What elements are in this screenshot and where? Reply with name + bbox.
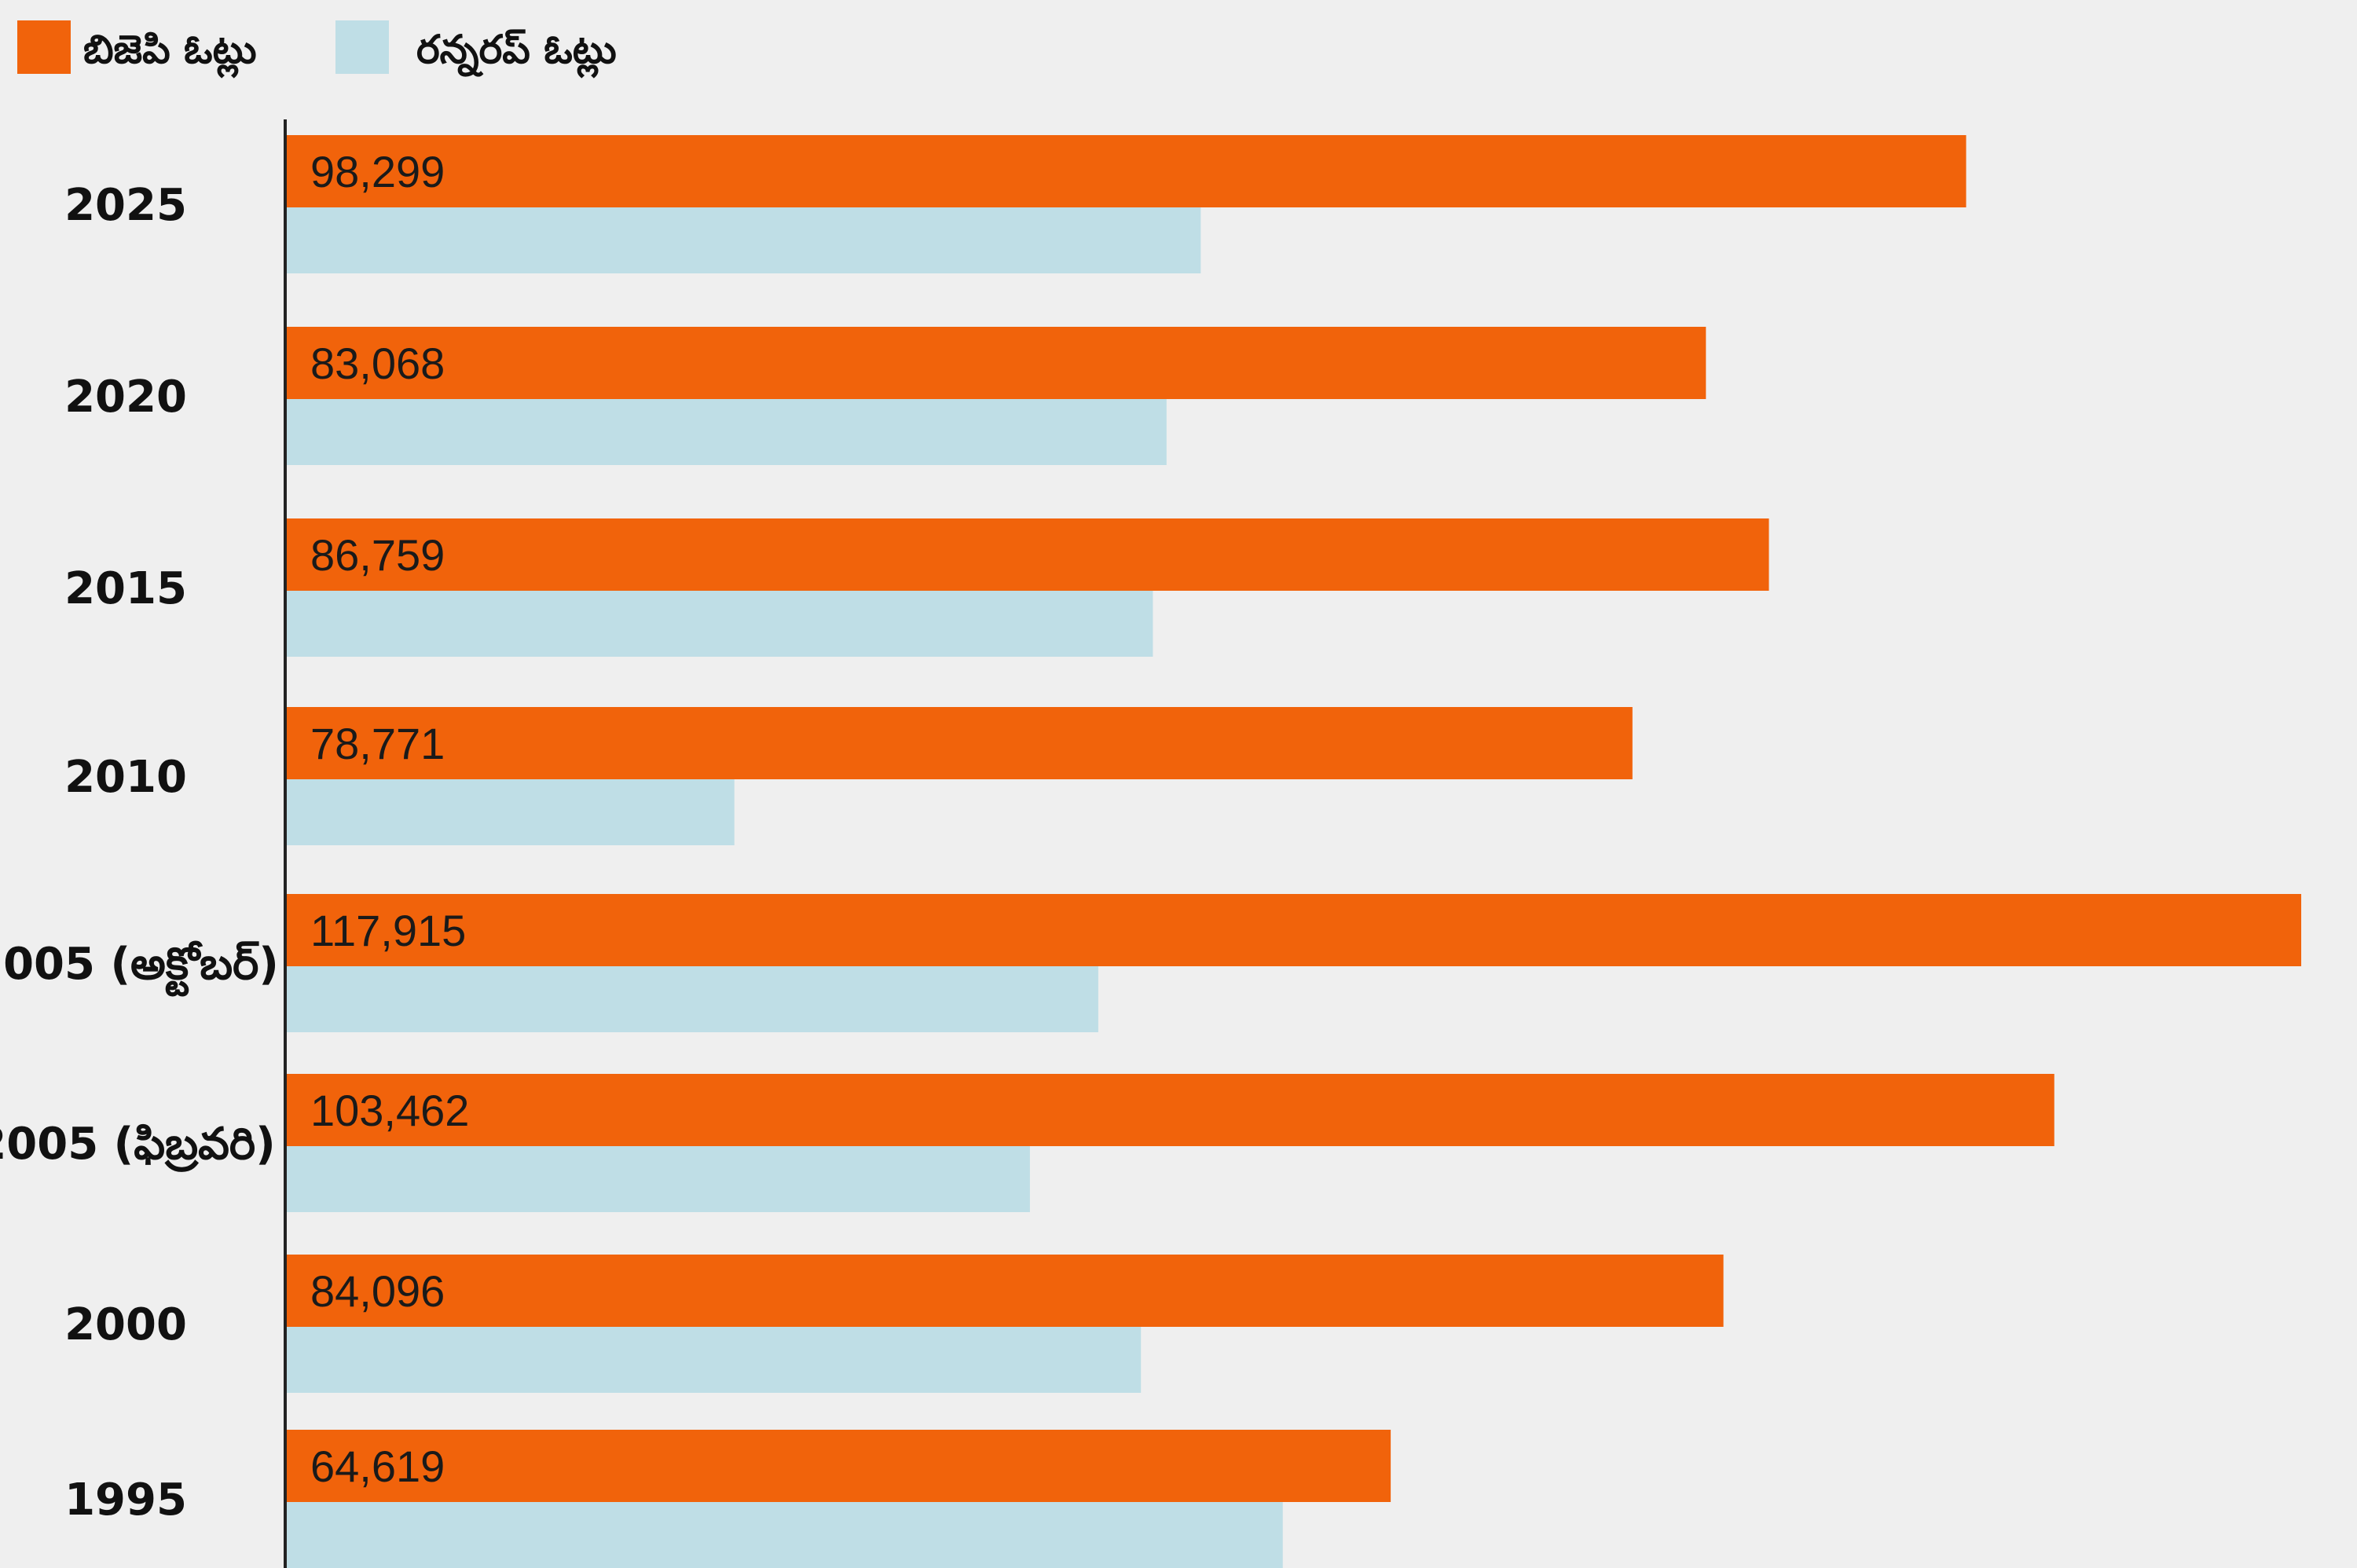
bar-runner-up-2025 bbox=[287, 207, 1201, 273]
value-label-2005-feb: 103,462 bbox=[310, 1086, 469, 1135]
bar-bjp-2010 bbox=[287, 707, 1633, 779]
legend: బిజెపి ఓట్లు రన్నరప్ ఓట్లు bbox=[17, 20, 617, 79]
bar-runner-up-2005-feb bbox=[287, 1146, 1030, 1212]
legend-swatch-runner-up bbox=[335, 20, 389, 74]
category-label-1995: 1995 bbox=[64, 1475, 187, 1526]
bar-bjp-2025 bbox=[287, 135, 1967, 207]
category-label-2020: 2020 bbox=[64, 372, 187, 423]
legend-label-bjp: బిజెపి ఓట్లు bbox=[83, 27, 257, 79]
bar-bjp-2015 bbox=[287, 518, 1769, 591]
labels-layer: 98,299 2025 83,068 2020 86,759 2015 78,771 2010… bbox=[0, 147, 469, 1526]
value-label-2005-oct: 117,915 bbox=[310, 906, 466, 955]
category-label-2010: 2010 bbox=[64, 752, 187, 803]
bar-runner-up-2015 bbox=[287, 591, 1153, 657]
value-label-1995: 64,619 bbox=[310, 1442, 445, 1491]
bar-runner-up-2020 bbox=[287, 399, 1167, 465]
bar-bjp-2005-feb bbox=[287, 1074, 2055, 1146]
value-label-2000: 84,096 bbox=[310, 1266, 445, 1316]
category-label-2005-feb: 2005 (ఫిబ్రవరి) bbox=[0, 1119, 276, 1172]
category-label-2005-oct: 2005 (అక్టోబర్) bbox=[0, 939, 279, 997]
legend-item-runner-up: రన్నరప్ ఓట్లు bbox=[335, 20, 617, 79]
legend-label-runner-up: రన్నరప్ ఓట్లు bbox=[416, 27, 617, 79]
value-label-2010: 78,771 bbox=[310, 719, 445, 768]
bar-bjp-2000 bbox=[287, 1255, 1724, 1327]
value-label-2025: 98,299 bbox=[310, 147, 445, 196]
bar-runner-up-2010 bbox=[287, 779, 735, 845]
bar-bjp-2020 bbox=[287, 327, 1706, 399]
bars-layer bbox=[287, 135, 2301, 1568]
bar-runner-up-2000 bbox=[287, 1327, 1142, 1393]
value-label-2020: 83,068 bbox=[310, 339, 445, 388]
value-label-2015: 86,759 bbox=[310, 530, 445, 580]
bar-bjp-2005-oct bbox=[287, 894, 2301, 966]
legend-item-bjp: బిజెపి ఓట్లు bbox=[17, 20, 257, 79]
bar-runner-up-2005-oct bbox=[287, 966, 1098, 1032]
bar-runner-up-1995 bbox=[287, 1502, 1283, 1568]
category-label-2000: 2000 bbox=[64, 1299, 187, 1350]
category-label-2025: 2025 bbox=[64, 180, 187, 231]
legend-swatch-bjp bbox=[17, 20, 71, 74]
bar-bjp-1995 bbox=[287, 1430, 1391, 1502]
category-label-2015: 2015 bbox=[64, 563, 187, 614]
